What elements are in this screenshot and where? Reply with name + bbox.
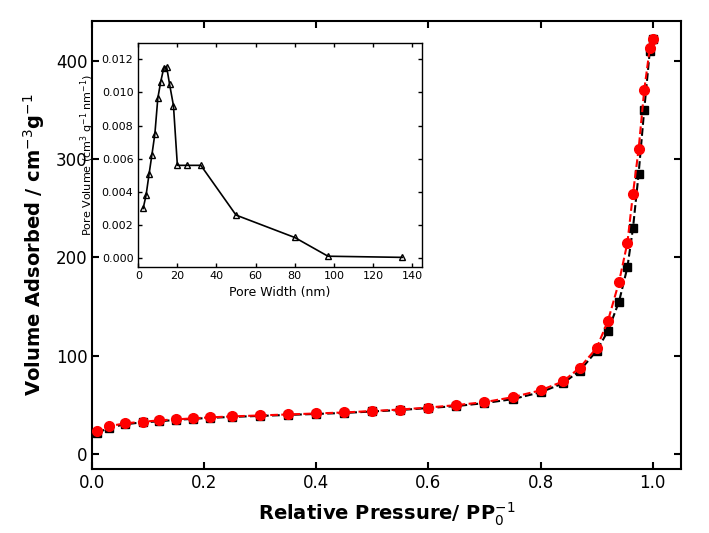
Y-axis label: Pore Volume (cm$^3$ g$^{-1}$ nm$^{-1}$): Pore Volume (cm$^3$ g$^{-1}$ nm$^{-1}$) <box>79 74 97 236</box>
X-axis label: Pore Width (nm): Pore Width (nm) <box>230 286 330 298</box>
Y-axis label: Volume Adsorbed / cm$^{-3}$g$^{-1}$: Volume Adsorbed / cm$^{-3}$g$^{-1}$ <box>21 94 48 397</box>
X-axis label: Relative Pressure/ PP$_0^{-1}$: Relative Pressure/ PP$_0^{-1}$ <box>257 500 515 528</box>
